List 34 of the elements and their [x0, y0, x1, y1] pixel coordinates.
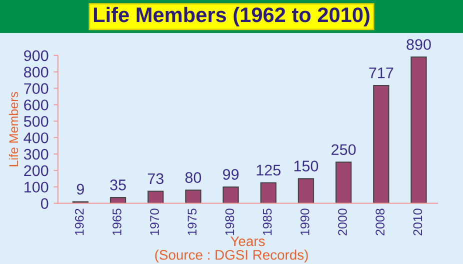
y-tick-label: 800	[24, 66, 48, 78]
y-tick-label: 700	[24, 83, 48, 94]
x-tick-label: 2010	[413, 208, 422, 236]
x-tick-label: 2000	[338, 208, 347, 236]
y-axis-title: Life Members	[8, 92, 18, 166]
x-tick-label: 1970	[150, 208, 159, 235]
data-label: 99	[223, 169, 239, 180]
x-tick-label: 2008	[376, 208, 385, 236]
data-label: 9	[76, 184, 84, 195]
data-label: 717	[369, 68, 394, 78]
text: (Source : DGSI Records)	[155, 250, 308, 263]
data-label: 250	[332, 144, 356, 156]
x-tick-label: 1975	[188, 208, 197, 235]
data-label: 125	[256, 164, 280, 176]
x-tick-label: 1980	[225, 208, 234, 235]
x-axis-title: Years	[230, 236, 265, 246]
data-label: 80	[185, 172, 202, 183]
x-tick-label: 1962	[74, 208, 84, 235]
x-tick-label: 1985	[262, 208, 272, 235]
chart-title: Life Members (1962 to 2010)	[94, 6, 370, 26]
data-label: 35	[110, 180, 126, 190]
data-label: 150	[294, 160, 318, 172]
y-tick-label: 900	[24, 50, 48, 62]
y-tick-label: 600	[24, 100, 48, 110]
y-tick-label: 200	[24, 165, 48, 176]
x-tick-label: 1990	[300, 208, 310, 235]
data-label: 73	[148, 173, 164, 184]
y-tick-label: 300	[24, 148, 48, 160]
y-tick-label: 100	[24, 182, 48, 193]
x-tick-label: 1965	[112, 208, 122, 235]
y-tick-label: 400	[24, 132, 48, 144]
data-label: 890	[406, 39, 431, 50]
y-tick-label: 0	[40, 198, 48, 209]
y-tick-label: 500	[24, 116, 48, 127]
